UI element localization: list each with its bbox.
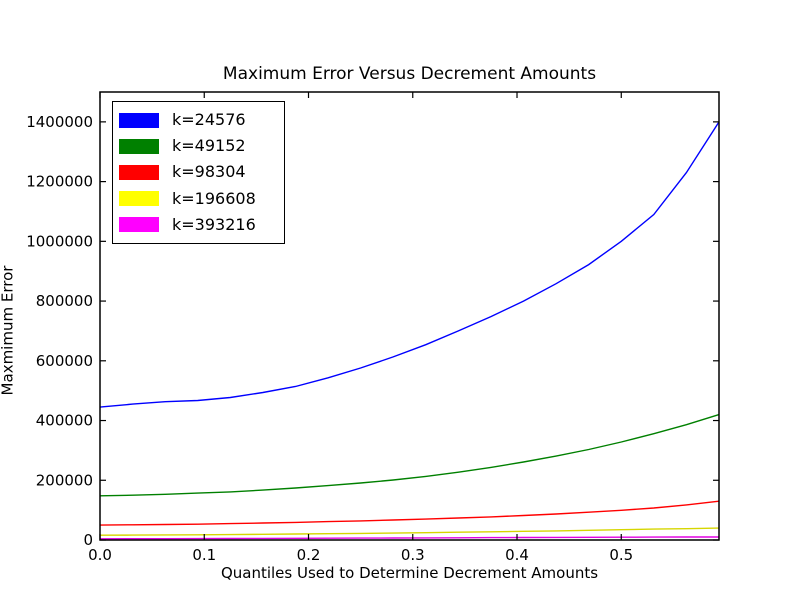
legend-swatch: [119, 112, 159, 128]
y-tick-label: 1400000: [26, 113, 93, 131]
x-tick-label: 0.3: [401, 546, 425, 564]
y-tick-label: 1200000: [26, 173, 93, 191]
legend-item: k=393216: [119, 214, 278, 234]
x-tick-label: 0.4: [505, 546, 529, 564]
y-tick-label: 600000: [36, 352, 93, 370]
x-tick-label: 0.2: [297, 546, 321, 564]
y-tick-label: 200000: [36, 471, 93, 489]
legend-label: k=393216: [172, 214, 256, 234]
y-tick-label: 400000: [36, 412, 93, 430]
plot-frame: [99, 91, 720, 541]
x-axis-label: Quantiles Used to Determine Decrement Am…: [220, 564, 599, 582]
legend-item: k=196608: [119, 188, 278, 208]
series-line-k-98304: [99, 500, 720, 526]
y-tick-label: 1000000: [26, 232, 93, 250]
legend-label: k=98304: [172, 162, 246, 182]
legend-swatch: [119, 191, 159, 207]
legend-swatch: [119, 138, 159, 154]
x-tick-label: 0.0: [88, 546, 112, 564]
series-line-k-393216: [99, 536, 719, 540]
series-line-k-49152: [99, 413, 720, 497]
legend-item: k=49152: [119, 138, 278, 154]
x-tick-label: 0.5: [609, 546, 633, 564]
legend-item: k=98304: [119, 164, 278, 180]
legend-swatch: [119, 217, 159, 233]
series-line-k-24576: [99, 121, 720, 408]
legend-label: k=196608: [172, 188, 256, 208]
y-tick-label: 0: [83, 531, 93, 549]
y-tick-label: 800000: [36, 292, 93, 310]
legend: k=24576 k=49152 k=98304 k=196608 k=393216: [112, 101, 285, 244]
series-line-k-196608: [99, 527, 720, 536]
chart-title: Maximum Error Versus Decrement Amounts: [222, 64, 597, 84]
legend-label: k=24576: [172, 110, 246, 130]
legend-swatch: [119, 164, 159, 180]
legend-item: k=24576: [119, 112, 278, 128]
legend-label: k=49152: [172, 136, 246, 156]
x-tick-label: 0.1: [192, 546, 216, 564]
